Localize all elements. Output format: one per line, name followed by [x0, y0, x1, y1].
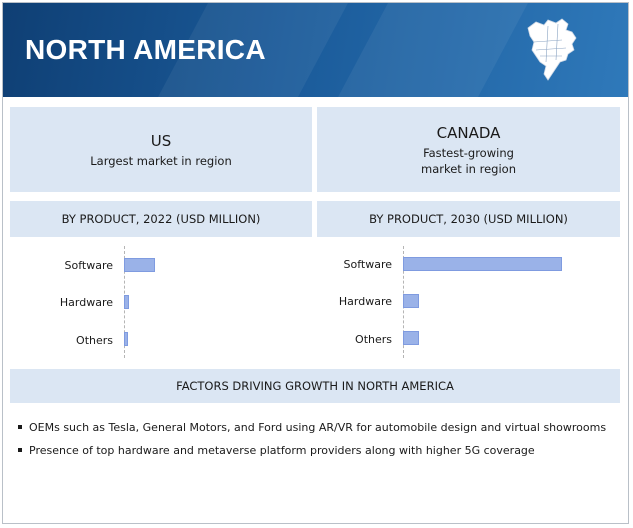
- chart-2030-label-others: Others: [355, 333, 392, 346]
- canada-caption-line1: Fastest-growing: [423, 146, 514, 160]
- factor-text: Presence of top hardware and metaverse p…: [29, 444, 535, 457]
- bullet-icon: [18, 448, 22, 452]
- bullet-icon: [18, 425, 22, 429]
- chart-2030-label-software: Software: [343, 258, 393, 271]
- north-america-map-icon: [527, 18, 577, 81]
- header-banner: NORTH AMERICA: [3, 3, 628, 97]
- chart-2022-bar-software: [124, 258, 155, 272]
- us-panel: US Largest market in region: [10, 107, 312, 192]
- chart-2030-bar-others: [403, 331, 420, 345]
- canada-caption-line2: market in region: [421, 162, 516, 176]
- us-caption: Largest market in region: [90, 154, 232, 168]
- factor-text: OEMs such as Tesla, General Motors, and …: [29, 421, 607, 434]
- chart-2022-label-software: Software: [64, 259, 114, 272]
- factor-item: OEMs such as Tesla, General Motors, and …: [18, 421, 606, 434]
- factor-item: Presence of top hardware and metaverse p…: [18, 444, 535, 457]
- chart-2030-bar-software: [403, 257, 562, 271]
- chart-2022-label-hardware: Hardware: [59, 296, 113, 309]
- chart-2022-label-others: Others: [76, 334, 113, 347]
- chart-2030-bar-hardware: [403, 294, 420, 308]
- page-title: NORTH AMERICA: [25, 34, 266, 65]
- chart-2022-title: BY PRODUCT, 2022 (USD MILLION): [10, 201, 312, 237]
- canada-country-label: CANADA: [436, 124, 501, 142]
- chart-2022-bar-others: [124, 332, 128, 346]
- chart-2030-title: BY PRODUCT, 2030 (USD MILLION): [317, 201, 620, 237]
- canada-panel: CANADA Fastest-growing market in region: [317, 107, 620, 192]
- chart-2022-bar-hardware: [124, 295, 129, 309]
- chart-2030-label-hardware: Hardware: [338, 295, 392, 308]
- us-country-label: US: [150, 132, 172, 150]
- factors-title: FACTORS DRIVING GROWTH IN NORTH AMERICA: [10, 369, 620, 403]
